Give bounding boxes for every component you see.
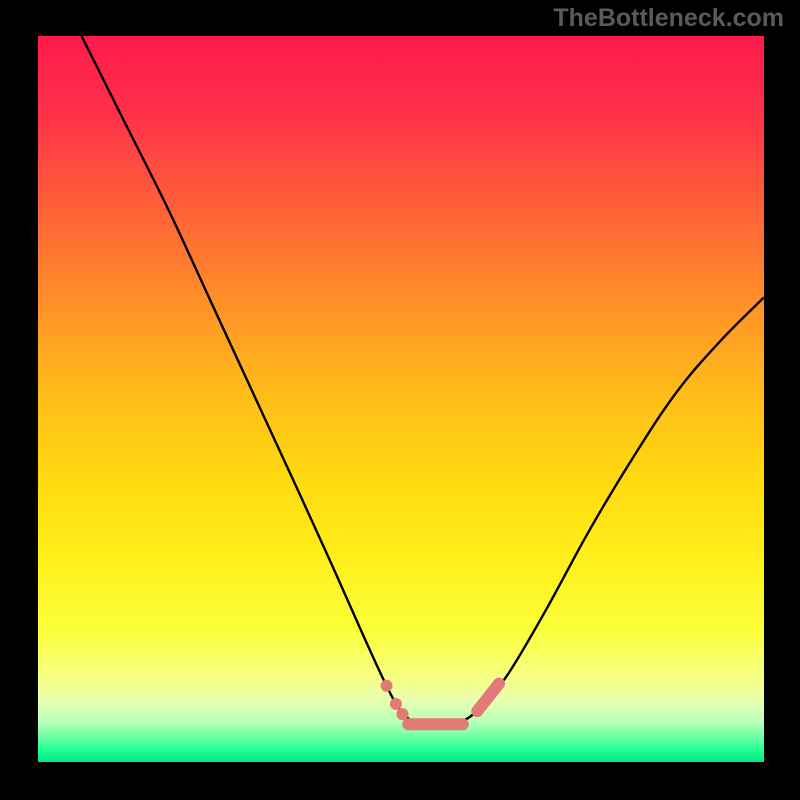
plot-background xyxy=(38,36,764,762)
plot-svg xyxy=(38,36,764,762)
bottleneck-curve xyxy=(82,36,764,726)
watermark-text: TheBottleneck.com xyxy=(553,4,784,33)
highlight-dot xyxy=(390,698,402,710)
highlight-dot xyxy=(396,708,408,720)
highlight-dot xyxy=(380,680,392,692)
highlight-capsule xyxy=(477,684,499,712)
